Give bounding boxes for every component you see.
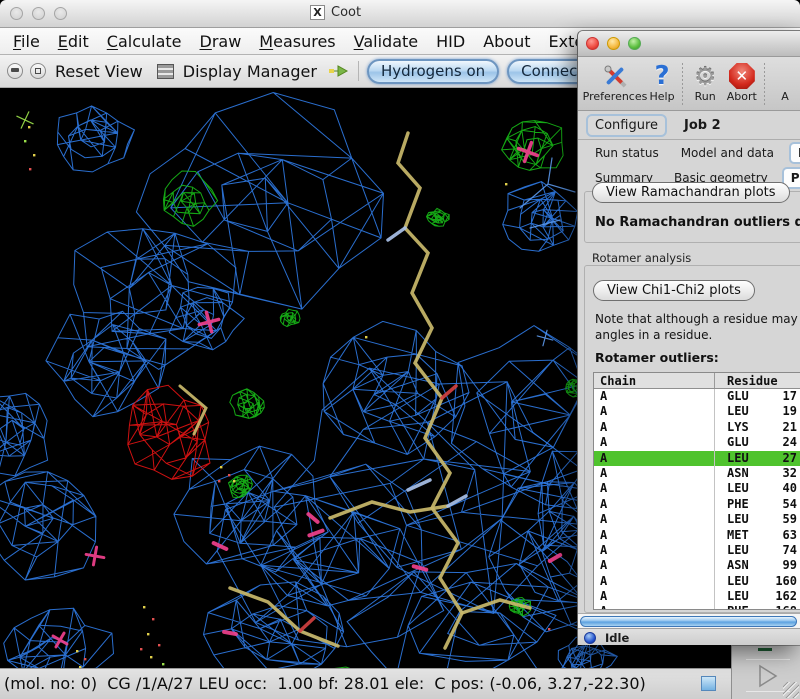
column-residue[interactable]: Residue: [727, 374, 778, 388]
play-triangle-icon[interactable]: [732, 646, 800, 699]
table-row[interactable]: APHE168: [594, 604, 800, 609]
display-manager-icon[interactable]: [156, 63, 174, 79]
status-sphere-icon: [584, 631, 596, 644]
go-arrow-icon[interactable]: [327, 63, 349, 79]
menu-about[interactable]: About: [483, 31, 531, 51]
display-manager-button[interactable]: Display Manager: [182, 61, 317, 81]
table-row[interactable]: A GLU 24: [594, 435, 800, 451]
main-toolbar: Reset View Display Manager Hydrogens on …: [0, 55, 800, 88]
toolbar-separator: [682, 63, 683, 105]
tab-configure[interactable]: Configure: [586, 113, 668, 137]
tab-molprobit[interactable]: MolProbit: [788, 141, 800, 164]
tab-job-2[interactable]: Job 2: [684, 117, 721, 133]
menu-edit[interactable]: Edit: [57, 31, 89, 51]
run-button[interactable]: ⚙ Run: [693, 61, 717, 104]
menu-file[interactable]: File: [13, 31, 40, 51]
blue-square-indicator[interactable]: [701, 676, 716, 691]
toolbar-separator: [357, 61, 359, 81]
dialog-main-tabs: Configure Job 2: [578, 111, 800, 140]
table-row[interactable]: A LEU 74: [594, 542, 800, 559]
table-row[interactable]: A LEU 27: [594, 450, 800, 466]
zoom-button[interactable]: [54, 7, 67, 20]
menu-validate[interactable]: Validate: [353, 31, 419, 51]
resize-grip[interactable]: [783, 682, 799, 698]
table-row[interactable]: A PHE 54: [594, 496, 800, 513]
window-title: Coot: [331, 5, 362, 20]
rotamer-note-line1: Note that although a residue may lie: [595, 312, 800, 326]
density-mesh-render: [0, 91, 660, 698]
undo-button[interactable]: [7, 63, 23, 79]
x11-icon: X: [310, 5, 325, 20]
toolbar-separator: [764, 63, 765, 105]
menu-hid[interactable]: HID: [436, 31, 466, 51]
view-ramachandran-plots-button[interactable]: View Ramachandran plots: [592, 182, 790, 203]
menu-measures[interactable]: Measures: [259, 31, 336, 51]
green-dash: [758, 648, 772, 651]
menu-draw[interactable]: Draw: [199, 31, 242, 51]
abort-button[interactable]: ✕ Abort: [724, 61, 761, 103]
stop-x-icon: ✕: [728, 61, 755, 91]
table-row[interactable]: A GLU 17: [594, 389, 800, 405]
job-tabs: Run status Model and data MolProbit: [578, 140, 800, 165]
column-chain[interactable]: Chain: [594, 373, 715, 388]
window-controls: [10, 7, 67, 20]
hydrogens-toggle-button[interactable]: Hydrogens on: [366, 58, 500, 84]
tab-basic-geometry[interactable]: Basic geometry: [674, 170, 768, 185]
rotamer-outliers-table[interactable]: Chain Residue A GLU 17 A LEU 19 A LYS 21 A GLU 24 A LEU…: [593, 372, 800, 610]
menu-calculate[interactable]: Calculate: [106, 31, 182, 51]
close-button[interactable]: [10, 7, 23, 20]
rotamer-frame-title: Rotamer analysis: [592, 251, 692, 265]
tools-icon: [601, 61, 629, 91]
question-mark-icon: ?: [654, 61, 670, 91]
gear-icon: ⚙: [693, 61, 717, 91]
window-title-group: X Coot: [310, 5, 361, 20]
redo-button[interactable]: [30, 63, 46, 79]
table-row[interactable]: A LEU 40: [594, 481, 800, 497]
atom-status-bar: (mol. no: 0) CG /1/A/27 LEU occ: 1.00 bf…: [0, 668, 800, 699]
rotamer-outliers-label: Rotamer outliers:: [595, 350, 719, 365]
clipped-toolbar-item[interactable]: A: [781, 90, 789, 103]
dialog-status-text: Idle: [605, 630, 630, 645]
scrollbar-thumb[interactable]: [580, 615, 797, 627]
table-row[interactable]: A ASN 99: [594, 558, 800, 574]
dialog-zoom-button[interactable]: [628, 37, 641, 50]
rotamer-section: View Chi1-Chi2 plots Note that although …: [584, 265, 800, 613]
tab-summary[interactable]: Summary: [595, 170, 653, 185]
rotamer-note-line2: angles in a residue.: [595, 328, 713, 342]
horizontal-scrollbar[interactable]: [578, 613, 800, 628]
background-window-corner: [731, 645, 800, 699]
dialog-close-button[interactable]: [586, 37, 599, 50]
dialog-toolbar: Preferences ? Help ⚙ Run ✕ Abort A: [578, 57, 800, 111]
validation-dialog: Preferences ? Help ⚙ Run ✕ Abort A: [577, 30, 800, 645]
main-titlebar[interactable]: X Coot: [0, 0, 800, 28]
table-row[interactable]: A LEU 59: [594, 512, 800, 528]
table-row[interactable]: A LYS 21: [594, 419, 800, 436]
dialog-titlebar[interactable]: [578, 31, 800, 57]
dialog-window-controls: [586, 37, 641, 50]
table-row[interactable]: A LEU 19: [594, 404, 800, 420]
reset-view-button[interactable]: Reset View: [55, 61, 143, 81]
minimize-button[interactable]: [32, 7, 45, 20]
ramachandran-status-text: No Ramachandran outliers detecte: [595, 215, 800, 230]
table-header[interactable]: Chain Residue: [594, 373, 800, 389]
help-button[interactable]: ? Help: [649, 61, 675, 103]
preferences-button[interactable]: Preferences: [583, 61, 647, 103]
ramachandran-section: View Ramachandran plots No Ramachandran …: [584, 182, 800, 243]
table-row[interactable]: A LEU 162: [594, 589, 800, 605]
tab-model-and-data[interactable]: Model and data: [680, 145, 774, 160]
view-chi1-chi2-plots-button[interactable]: View Chi1-Chi2 plots: [593, 280, 755, 301]
table-row[interactable]: A MET 63: [594, 527, 800, 543]
table-row[interactable]: A LEU 160: [594, 573, 800, 590]
tab-protein[interactable]: Protein: [781, 166, 800, 189]
dialog-status-bar: Idle: [578, 628, 800, 645]
dialog-minimize-button[interactable]: [607, 37, 620, 50]
table-row[interactable]: A ASN 32: [594, 465, 800, 482]
tab-run-status[interactable]: Run status: [595, 145, 659, 160]
